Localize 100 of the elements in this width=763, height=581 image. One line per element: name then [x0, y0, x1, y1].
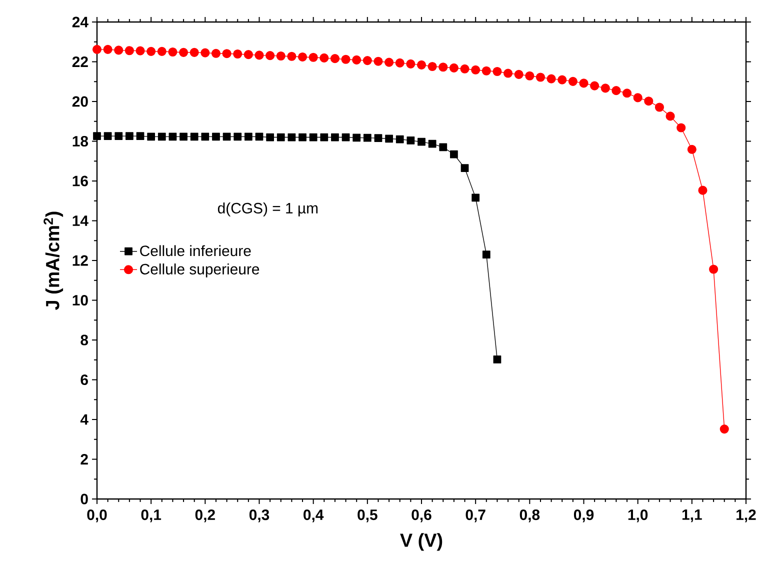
point — [482, 66, 491, 76]
x-tick-label: 0,2 — [195, 509, 215, 522]
point — [287, 52, 296, 61]
x-tick-label: 1,2 — [736, 509, 756, 522]
point — [190, 132, 198, 141]
point — [179, 48, 188, 57]
point — [654, 102, 664, 112]
point — [222, 132, 231, 141]
point — [114, 132, 123, 140]
point — [266, 133, 274, 142]
x-tick-label: 1,1 — [682, 509, 702, 522]
point — [600, 84, 610, 93]
point — [146, 46, 156, 56]
x-tick-label: 0,4 — [304, 509, 324, 522]
y-tick-label: 10 — [72, 294, 88, 306]
point — [687, 144, 696, 154]
x-tick-label: 0,3 — [249, 509, 270, 522]
point — [211, 48, 221, 58]
point — [482, 250, 490, 258]
point — [460, 164, 469, 172]
point — [418, 138, 426, 146]
y-axis-title: J (mA/cm$^{2}$) — [44, 212, 64, 310]
point — [504, 68, 513, 78]
point — [363, 134, 372, 142]
x-tick-label: 0,0 — [87, 509, 107, 522]
point — [331, 133, 339, 142]
point — [104, 132, 112, 140]
point — [180, 132, 188, 141]
point — [233, 49, 242, 59]
point — [633, 93, 642, 102]
point — [450, 150, 458, 158]
point — [244, 132, 252, 141]
point — [406, 59, 416, 68]
point — [201, 132, 210, 141]
point — [460, 64, 470, 74]
x-tick-label: 1,0 — [628, 509, 648, 522]
point — [709, 264, 718, 274]
point — [244, 50, 253, 60]
point — [330, 54, 340, 64]
y-tick-label: 12 — [72, 255, 88, 266]
y-tick-label: 4 — [80, 414, 88, 425]
point — [374, 56, 383, 66]
point — [234, 132, 242, 141]
point — [428, 62, 437, 72]
y-tick-label: 6 — [80, 374, 88, 386]
point — [622, 88, 632, 98]
point — [579, 78, 588, 88]
point — [308, 52, 318, 62]
point — [416, 60, 426, 70]
point — [493, 356, 502, 364]
y-tick-label: 2 — [80, 454, 88, 464]
point — [320, 53, 329, 62]
point — [406, 136, 415, 144]
point — [288, 133, 296, 142]
y-tick-label: 0 — [80, 494, 88, 504]
point — [352, 134, 361, 142]
point — [471, 65, 480, 74]
x-tick-label: 0,1 — [141, 509, 162, 522]
point — [124, 46, 134, 56]
point — [525, 71, 534, 80]
point — [362, 56, 372, 66]
point — [720, 424, 729, 434]
point — [92, 44, 102, 54]
point — [103, 44, 112, 54]
point — [666, 112, 675, 121]
point — [255, 132, 264, 141]
point — [472, 194, 480, 202]
point — [352, 55, 362, 64]
point — [126, 132, 134, 140]
point — [698, 186, 708, 195]
y-tick-label: 24 — [72, 16, 88, 28]
point — [568, 76, 578, 86]
point — [558, 75, 567, 84]
x-axis-title: V (V) — [400, 533, 442, 551]
y-tick-label: 16 — [72, 176, 88, 186]
point — [449, 63, 458, 72]
y-tick-label: 20 — [72, 96, 88, 107]
point — [93, 132, 101, 140]
y-tick-label: 8 — [80, 334, 88, 346]
y-tick-label: 22 — [72, 56, 88, 67]
y-tick-label: 18 — [72, 136, 88, 147]
point — [222, 49, 232, 58]
point — [254, 50, 264, 60]
point — [298, 133, 306, 142]
point — [644, 96, 654, 106]
point — [396, 135, 404, 144]
point — [136, 132, 144, 140]
point — [546, 74, 556, 84]
point — [114, 46, 124, 55]
point — [492, 66, 502, 76]
point — [309, 133, 318, 142]
point — [428, 140, 436, 148]
x-tick-label: 0,9 — [574, 509, 594, 522]
point — [342, 133, 350, 142]
annotation: d(CGS) = 1 µm — [218, 202, 318, 216]
x-tick-label: 0,7 — [466, 509, 486, 522]
y-tick-label: 14 — [72, 216, 88, 226]
point — [514, 70, 524, 79]
x-tick-label: 0,6 — [412, 509, 432, 522]
point — [266, 51, 275, 60]
